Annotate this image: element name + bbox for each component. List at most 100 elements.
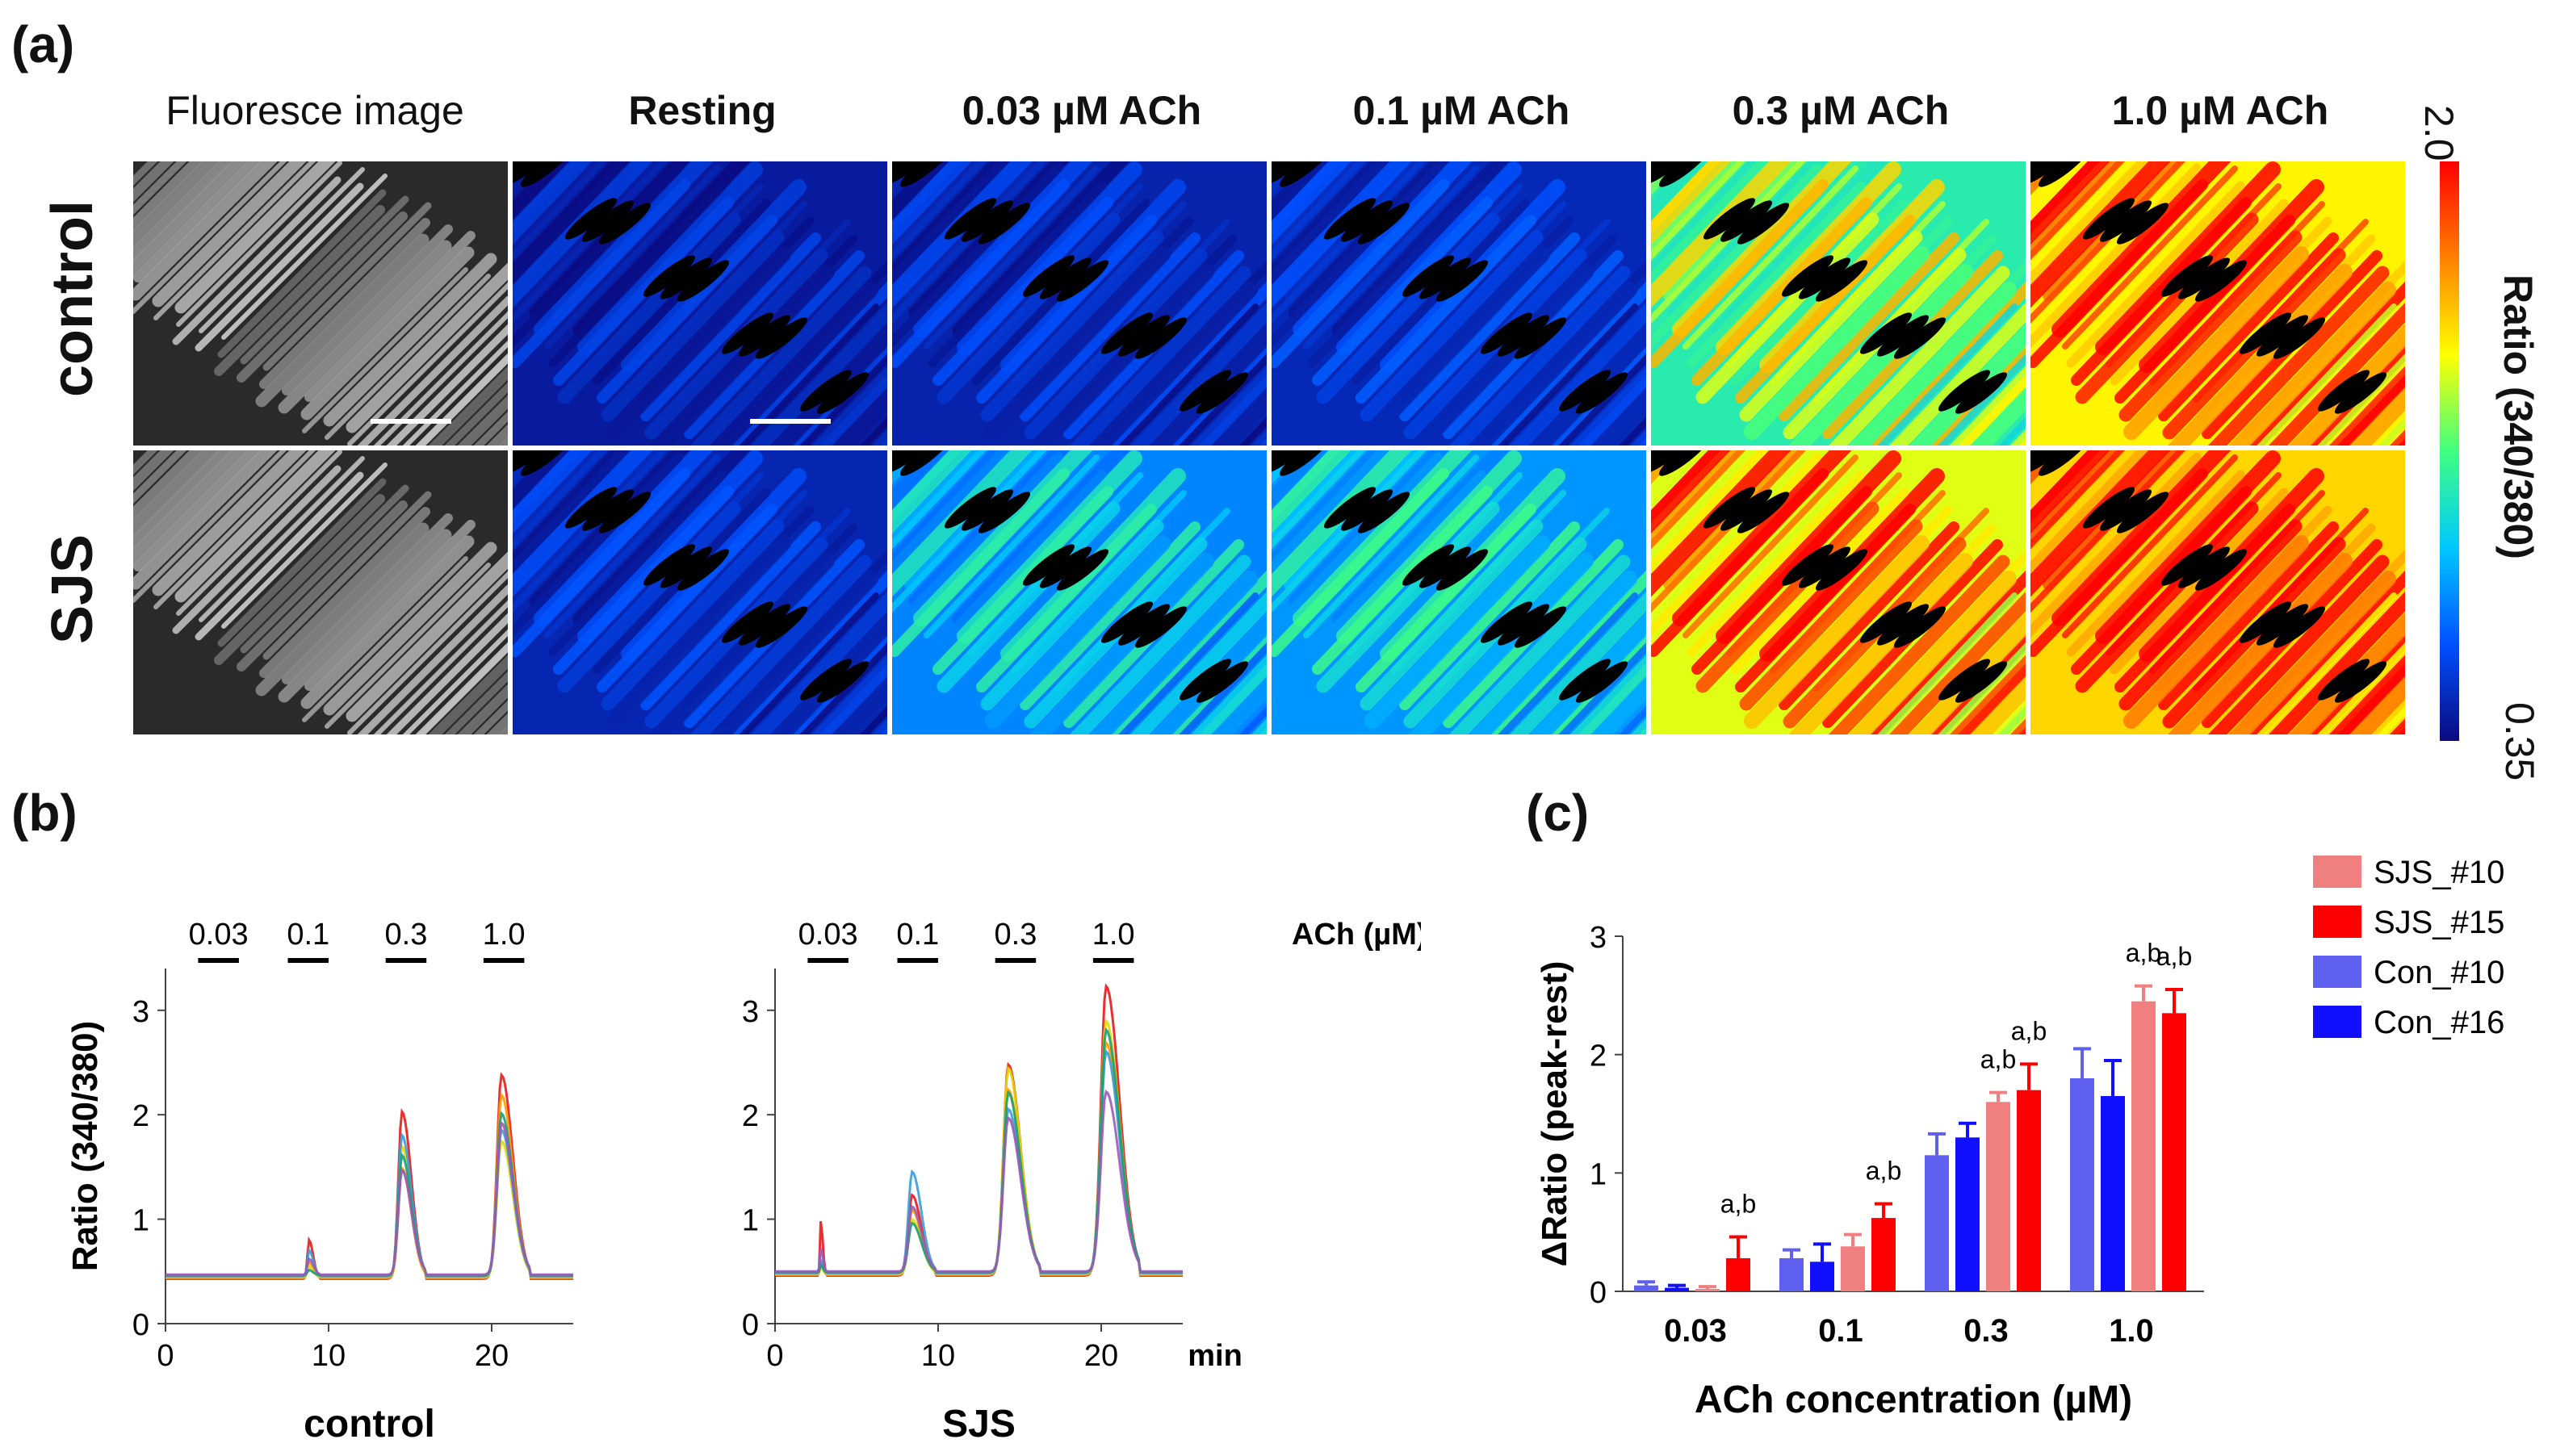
stimulus-label: 0.1 [287, 918, 329, 952]
significance-annotation: a,b [1866, 1156, 1901, 1185]
image-control-1 [513, 161, 887, 446]
image-sjs-2 [892, 450, 1267, 734]
y-tick-label: 1 [1590, 1157, 1607, 1191]
trace-chart-1: 0 1 2 3 0 10 20 SJS min 0.03 0.1 0.3 1.0 [742, 918, 1242, 1446]
y-tick-label: 0 [1590, 1276, 1607, 1310]
legend: SJS_#10 SJS_#15 Con_#10 Con_#16 [2313, 855, 2504, 1040]
legend-swatch [2313, 906, 2361, 938]
x-tick-label: 20 [1084, 1339, 1118, 1373]
row-label-control: control [40, 200, 105, 397]
stimulus-axis-label: ACh (µM) [1292, 918, 1421, 952]
category-label: 0.1 [1818, 1313, 1863, 1349]
category-label: 1.0 [2109, 1313, 2154, 1349]
category-label: 0.3 [1963, 1313, 2009, 1349]
y-tick-label: 3 [132, 995, 149, 1029]
stimulus-label: 0.1 [896, 918, 939, 952]
column-header-resting: Resting [628, 88, 777, 133]
trace-chart-0: 0 1 2 3 0 10 20 control Ratio (340/380) 0.03 0.1 0.… [65, 918, 573, 1446]
bar [1871, 1218, 1896, 1291]
colorbar [2440, 161, 2459, 741]
image-control-0 [133, 161, 508, 446]
x-tick-label: 0 [157, 1339, 174, 1373]
y-tick-label: 3 [1590, 921, 1607, 955]
column-header-003: 0.03 µM ACh [962, 88, 1202, 133]
category-label: 0.03 [1664, 1313, 1727, 1349]
bar [1779, 1257, 1804, 1291]
legend-label: SJS_#15 [2374, 905, 2504, 940]
image-sjs-4 [1651, 450, 2026, 734]
image-sjs-1 [513, 450, 887, 734]
bar [1841, 1246, 1865, 1291]
legend-swatch [2313, 1006, 2361, 1038]
image-control-3 [1272, 161, 1646, 446]
y-tick-label: 3 [742, 995, 759, 1029]
panel-c-label: (c) [1526, 784, 1590, 842]
image-control-4 [1651, 161, 2026, 446]
image-sjs-3 [1272, 450, 1646, 734]
panel-a-label: (a) [11, 15, 75, 73]
bar [2070, 1078, 2094, 1291]
significance-annotation: a,b [2011, 1016, 2047, 1045]
bar [2131, 1001, 2156, 1291]
legend-label: Con_#10 [2374, 955, 2504, 990]
stimulus-label: 0.3 [385, 918, 428, 952]
column-header-03: 0.3 µM ACh [1732, 88, 1950, 133]
bar [1695, 1289, 1720, 1291]
x-tick-label: 10 [921, 1339, 955, 1373]
bar [1986, 1102, 2010, 1291]
stimulus-label: 0.03 [189, 918, 249, 952]
column-header-10: 1.0 µM ACh [2111, 88, 2329, 133]
stimulus-label: 1.0 [1092, 918, 1135, 952]
legend-swatch [2313, 856, 2361, 888]
legend-swatch [2313, 956, 2361, 988]
y-axis-label: Ratio (340/380) [65, 1021, 105, 1272]
colorbar-title: Ratio (340/380) [2495, 274, 2541, 559]
column-header-01: 0.1 µM ACh [1352, 88, 1570, 133]
image-control-5 [2030, 161, 2405, 446]
significance-annotation: a,b [1720, 1190, 1756, 1219]
y-tick-label: 0 [742, 1308, 759, 1342]
y-tick-label: 2 [1590, 1040, 1607, 1073]
colorbar-max-label: 2.0 [2416, 105, 2462, 161]
image-sjs-0 [133, 450, 508, 734]
x-axis-label: min [1188, 1339, 1242, 1373]
image-control-2 [892, 161, 1267, 446]
x-axis-label: ACh concentration (µM) [1695, 1379, 2132, 1421]
image-sjs-5 [2030, 450, 2405, 734]
bar [1925, 1155, 1949, 1291]
bar [2017, 1090, 2041, 1291]
bar [2162, 1013, 2186, 1291]
stimulus-label: 1.0 [483, 918, 526, 952]
bar [1726, 1257, 1750, 1291]
bar [1665, 1287, 1689, 1291]
bar [2101, 1096, 2125, 1291]
panel-c-bar-chart: 0 1 2 3 ΔRatio (peak-rest) ACh concentration … [1535, 855, 2504, 1421]
trace-line [775, 1089, 1183, 1273]
x-tick-label: 20 [475, 1339, 509, 1373]
bar [1634, 1285, 1658, 1291]
trace-line [775, 1027, 1183, 1274]
y-axis-label: ΔRatio (peak-rest) [1535, 961, 1574, 1267]
y-tick-label: 1 [742, 1204, 759, 1238]
colorbar-min-label: 0.35 [2497, 702, 2542, 781]
significance-annotation: a,b [2126, 939, 2161, 968]
image-grid [133, 161, 2406, 741]
significance-annotation: a,b [1980, 1045, 2016, 1074]
y-tick-label: 2 [742, 1099, 759, 1133]
stimulus-label: 0.03 [798, 918, 858, 952]
legend-label: Con_#16 [2374, 1005, 2504, 1040]
chart-title: SJS [942, 1403, 1016, 1446]
panel-b-label: (b) [11, 784, 78, 842]
significance-annotation: a,b [2156, 942, 2192, 971]
bar [1955, 1137, 1980, 1291]
y-tick-label: 2 [132, 1099, 149, 1133]
x-tick-label: 10 [312, 1339, 346, 1373]
trace-line [166, 1120, 573, 1276]
y-tick-label: 1 [132, 1204, 149, 1238]
row-label-sjs: SJS [40, 533, 105, 645]
y-tick-label: 0 [132, 1308, 149, 1342]
bar [1810, 1261, 1834, 1291]
trace-line [775, 1048, 1183, 1274]
column-header-fluorescence: Fluoresce image [166, 88, 464, 133]
x-tick-label: 0 [766, 1339, 783, 1373]
